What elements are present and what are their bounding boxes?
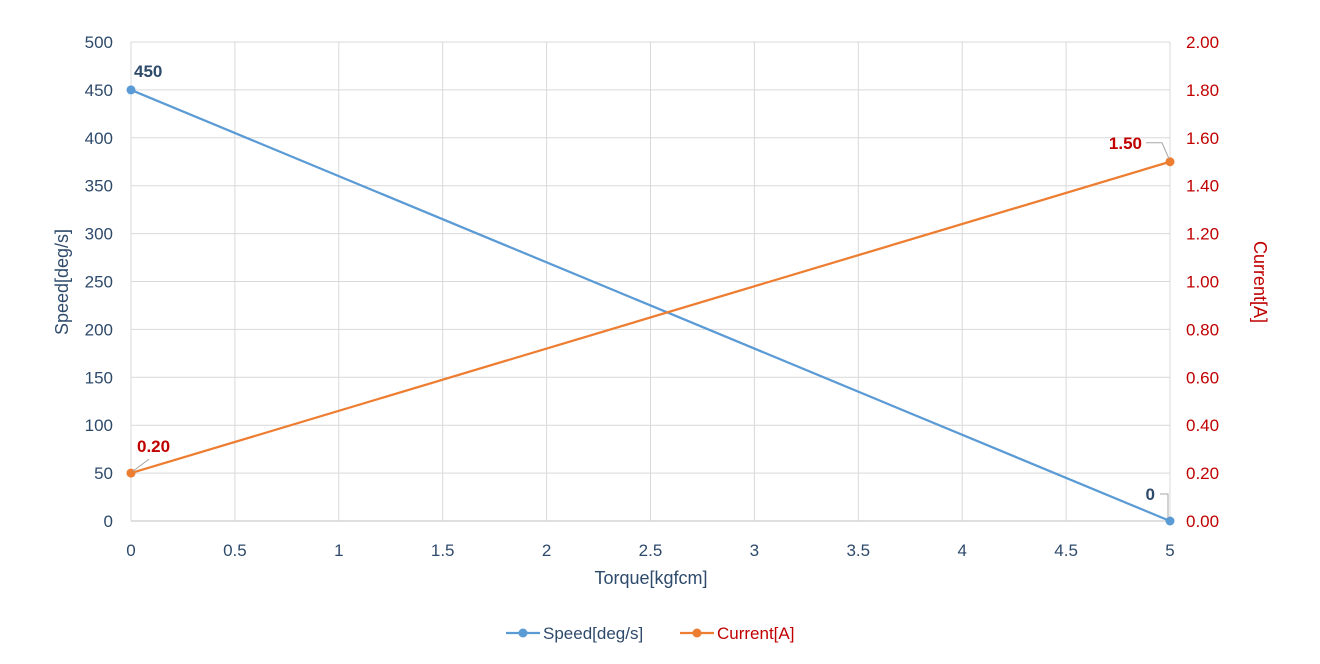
- data-point-current: [1165, 157, 1175, 167]
- series-line-current: [130, 160, 1171, 475]
- y-axis-left-tick-label: 50: [94, 464, 113, 483]
- data-point-speed: [1165, 516, 1175, 526]
- y-axis-right-tick-label: 0.20: [1186, 464, 1219, 483]
- y-axis-left-tick-label: 350: [85, 177, 113, 196]
- y-axis-left-ticks: 0 50 100 150 200 250 300 350 400 450 500: [85, 33, 113, 531]
- y-axis-left-tick-label: 500: [85, 33, 113, 52]
- x-axis-tick-label: 2: [542, 541, 551, 560]
- y-axis-right-tick-label: 1.20: [1186, 225, 1219, 244]
- series: [126, 85, 1175, 526]
- y-axis-right-title: Current[A]: [1250, 241, 1270, 323]
- x-axis-tick-label: 1.5: [431, 541, 455, 560]
- data-labels: 450 0 0.20 1.50: [132, 62, 1170, 518]
- y-axis-right-ticks: 0.00 0.20 0.40 0.60 0.80 1.00 1.20 1.40 1.60 1.80…: [1186, 33, 1219, 531]
- y-axis-left-tick-label: 100: [85, 416, 113, 435]
- x-axis-tick-label: 4.5: [1054, 541, 1078, 560]
- data-point-speed: [126, 85, 136, 95]
- y-axis-right-tick-label: 1.60: [1186, 129, 1219, 148]
- data-label-leader: [1146, 142, 1170, 159]
- y-axis-right-tick-label: 2.00: [1186, 33, 1219, 52]
- x-axis-tick-label: 2.5: [639, 541, 663, 560]
- x-axis-tick-label: 3.5: [846, 541, 870, 560]
- data-label-speed: 0: [1146, 485, 1155, 504]
- x-axis-tick-label: 5: [1165, 541, 1174, 560]
- y-axis-left-tick-label: 300: [85, 225, 113, 244]
- y-axis-right-tick-label: 0.60: [1186, 368, 1219, 387]
- y-axis-right-tick-label: 1.40: [1186, 177, 1219, 196]
- legend: Speed[deg/s] Current[A]: [506, 624, 794, 643]
- y-axis-left-tick-label: 250: [85, 273, 113, 292]
- y-axis-left-title: Speed[deg/s]: [52, 229, 72, 335]
- legend-marker-speed: [518, 628, 528, 638]
- series-line-speed: [130, 88, 1171, 523]
- y-axis-left-tick-label: 200: [85, 320, 113, 339]
- y-axis-left-tick-label: 150: [85, 368, 113, 387]
- x-axis-ticks: 0 0.5 1 1.5 2 2.5 3 3.5 4 4.5 5: [126, 541, 1174, 560]
- data-label-current: 1.50: [1109, 134, 1142, 153]
- y-axis-left-tick-label: 450: [85, 81, 113, 100]
- data-label-speed: 450: [134, 62, 162, 81]
- legend-label-current: Current[A]: [717, 624, 794, 643]
- y-axis-right-tick-label: 0.40: [1186, 416, 1219, 435]
- y-axis-right-tick-label: 0.00: [1186, 512, 1219, 531]
- data-label-leader: [1160, 493, 1169, 518]
- x-axis-tick-label: 0.5: [223, 541, 247, 560]
- y-axis-left-tick-label: 0: [104, 512, 113, 531]
- x-axis-tick-label: 4: [957, 541, 966, 560]
- x-axis-tick-label: 0: [126, 541, 135, 560]
- data-label-current: 0.20: [137, 437, 170, 456]
- x-axis-tick-label: 3: [750, 541, 759, 560]
- y-axis-right-tick-label: 0.80: [1186, 320, 1219, 339]
- grid: [130, 41, 1171, 522]
- data-label-leader: [132, 458, 150, 472]
- x-axis-title: Torque[kgfcm]: [594, 568, 707, 588]
- x-axis-tick-label: 1: [334, 541, 343, 560]
- y-axis-right-tick-label: 1.00: [1186, 273, 1219, 292]
- legend-marker-current: [692, 628, 702, 638]
- legend-label-speed: Speed[deg/s]: [543, 624, 643, 643]
- y-axis-right-tick-label: 1.80: [1186, 81, 1219, 100]
- y-axis-left-tick-label: 400: [85, 129, 113, 148]
